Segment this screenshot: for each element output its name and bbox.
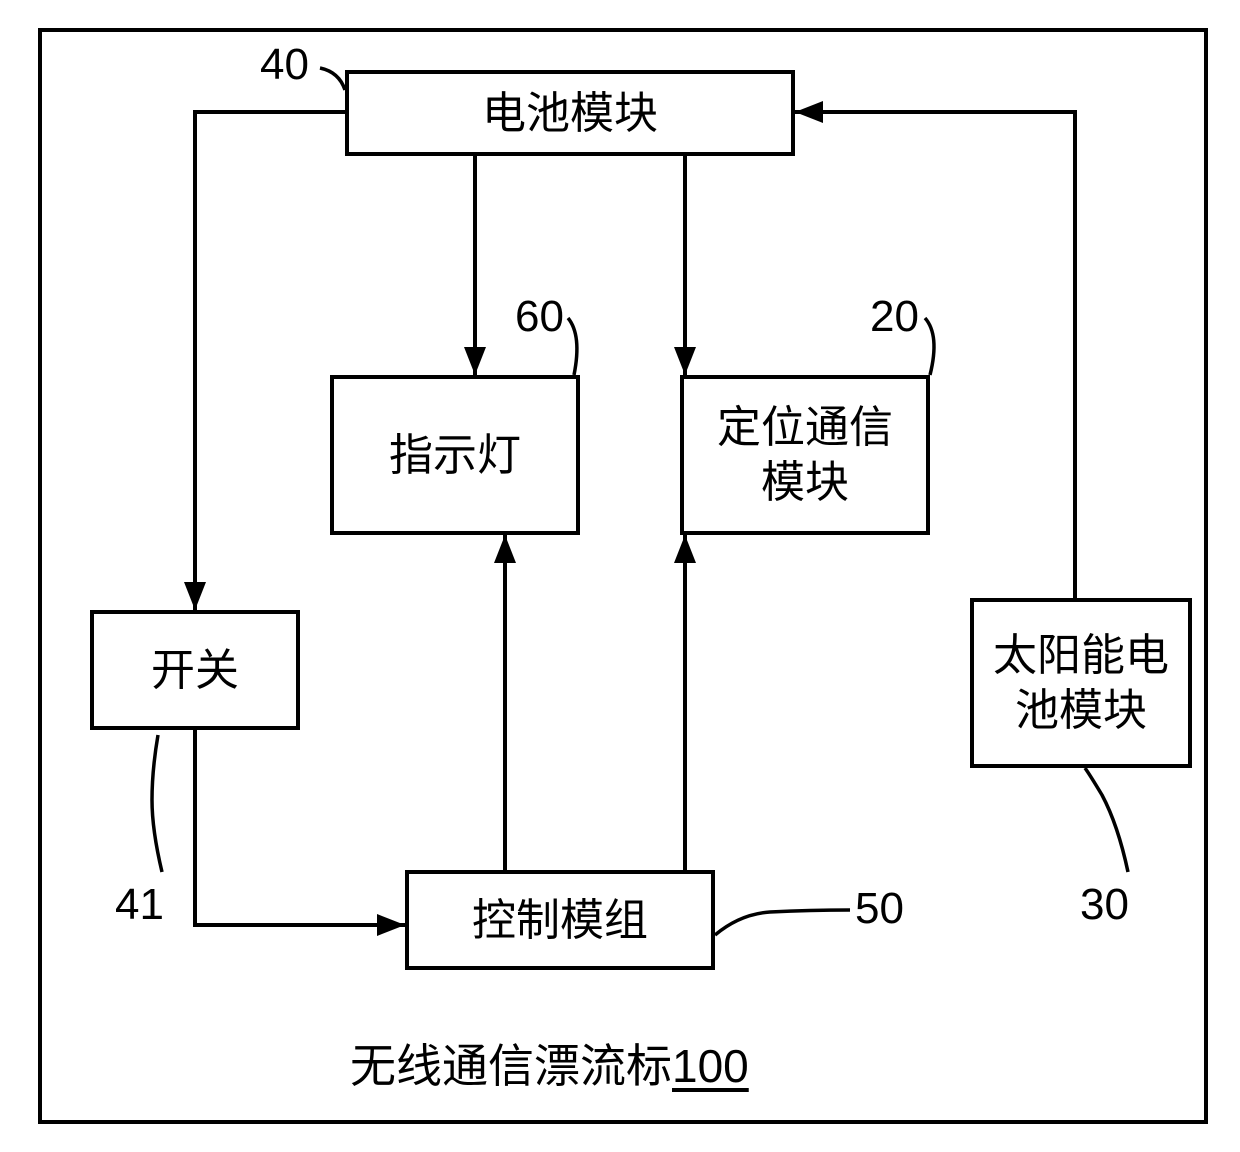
node-comm-label: 定位通信模块 bbox=[717, 400, 893, 510]
ref-label-50: 50 bbox=[855, 884, 904, 934]
diagram-title: 无线通信漂流标100 bbox=[350, 1030, 749, 1096]
node-switch: 开关 bbox=[90, 610, 300, 730]
node-battery-label: 电池模块 bbox=[482, 86, 658, 141]
ref-label-30: 30 bbox=[1080, 880, 1129, 930]
node-controller-label: 控制模组 bbox=[472, 893, 648, 948]
ref-label-20: 20 bbox=[870, 292, 919, 342]
node-indicator: 指示灯 bbox=[330, 375, 580, 535]
ref-label-60: 60 bbox=[515, 292, 564, 342]
node-comm: 定位通信模块 bbox=[680, 375, 930, 535]
ref-label-40: 40 bbox=[260, 40, 309, 90]
diagram-title-prefix: 无线通信漂流标 bbox=[350, 1040, 672, 1092]
node-solar: 太阳能电池模块 bbox=[970, 598, 1192, 768]
node-indicator-label: 指示灯 bbox=[389, 428, 521, 483]
node-controller: 控制模组 bbox=[405, 870, 715, 970]
ref-label-41: 41 bbox=[115, 880, 164, 930]
diagram-title-number: 100 bbox=[672, 1040, 749, 1092]
diagram-canvas: 电池模块 指示灯 定位通信模块 开关 太阳能电池模块 控制模组 40 60 20… bbox=[0, 0, 1240, 1152]
node-solar-label: 太阳能电池模块 bbox=[993, 628, 1169, 738]
node-switch-label: 开关 bbox=[151, 643, 239, 698]
node-battery: 电池模块 bbox=[345, 70, 795, 156]
